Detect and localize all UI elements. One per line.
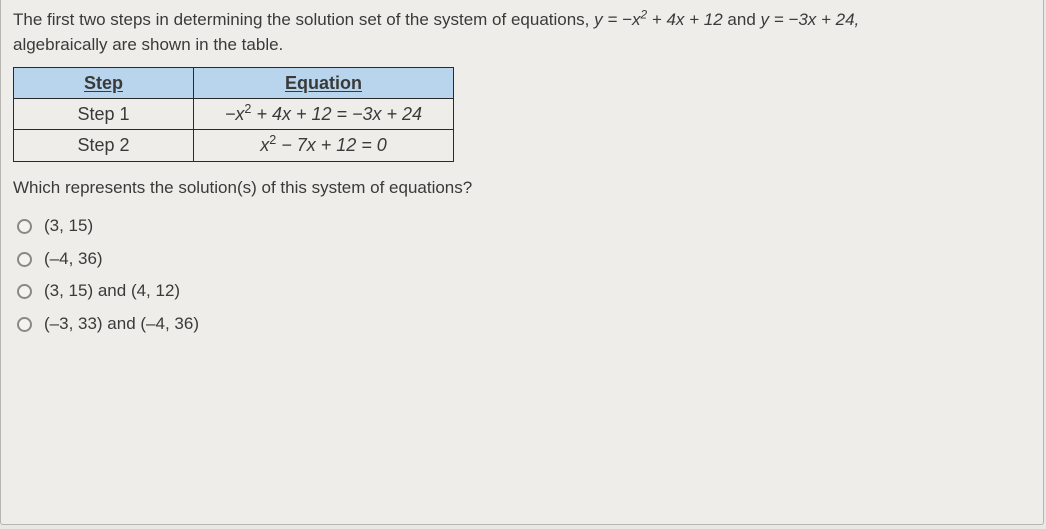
prompt-and: and (723, 10, 761, 29)
radio-icon[interactable] (17, 219, 32, 234)
eqn-prefix: x (260, 135, 269, 155)
step-equation: −x2 + 4x + 12 = −3x + 24 (194, 99, 454, 130)
step-label: Step 1 (14, 99, 194, 130)
option-2[interactable]: (–4, 36) (17, 247, 1031, 272)
option-label: (–3, 33) and (–4, 36) (44, 312, 199, 337)
radio-icon[interactable] (17, 252, 32, 267)
table-row: Step 1 −x2 + 4x + 12 = −3x + 24 (14, 99, 454, 130)
eqn-prefix: −x (225, 104, 245, 124)
prompt-line2: algebraically are shown in the table. (13, 35, 283, 54)
options-group: (3, 15) (–4, 36) (3, 15) and (4, 12) (–3… (17, 214, 1031, 337)
question-text: Which represents the solution(s) of this… (13, 176, 1031, 201)
option-1[interactable]: (3, 15) (17, 214, 1031, 239)
header-step: Step (14, 68, 194, 99)
radio-icon[interactable] (17, 317, 32, 332)
step-label: Step 2 (14, 130, 194, 161)
eqn-rest: − 7x + 12 = 0 (276, 135, 387, 155)
header-equation: Equation (194, 68, 454, 99)
equation-a-y: y = −x (594, 10, 640, 29)
option-label: (3, 15) (44, 214, 93, 239)
table-row: Step 2 x2 − 7x + 12 = 0 (14, 130, 454, 161)
option-label: (–4, 36) (44, 247, 103, 272)
question-card: The first two steps in determining the s… (0, 0, 1044, 525)
equation-b: y = −3x + 24, (761, 10, 860, 29)
eqn-rest: + 4x + 12 = −3x + 24 (251, 104, 422, 124)
option-label: (3, 15) and (4, 12) (44, 279, 180, 304)
prompt-text: The first two steps in determining the s… (13, 8, 1031, 57)
option-3[interactable]: (3, 15) and (4, 12) (17, 279, 1031, 304)
table-header-row: Step Equation (14, 68, 454, 99)
equation-a-rest: + 4x + 12 (647, 10, 723, 29)
radio-icon[interactable] (17, 284, 32, 299)
prompt-line1-prefix: The first two steps in determining the s… (13, 10, 594, 29)
step-equation: x2 − 7x + 12 = 0 (194, 130, 454, 161)
steps-table: Step Equation Step 1 −x2 + 4x + 12 = −3x… (13, 67, 454, 161)
option-4[interactable]: (–3, 33) and (–4, 36) (17, 312, 1031, 337)
